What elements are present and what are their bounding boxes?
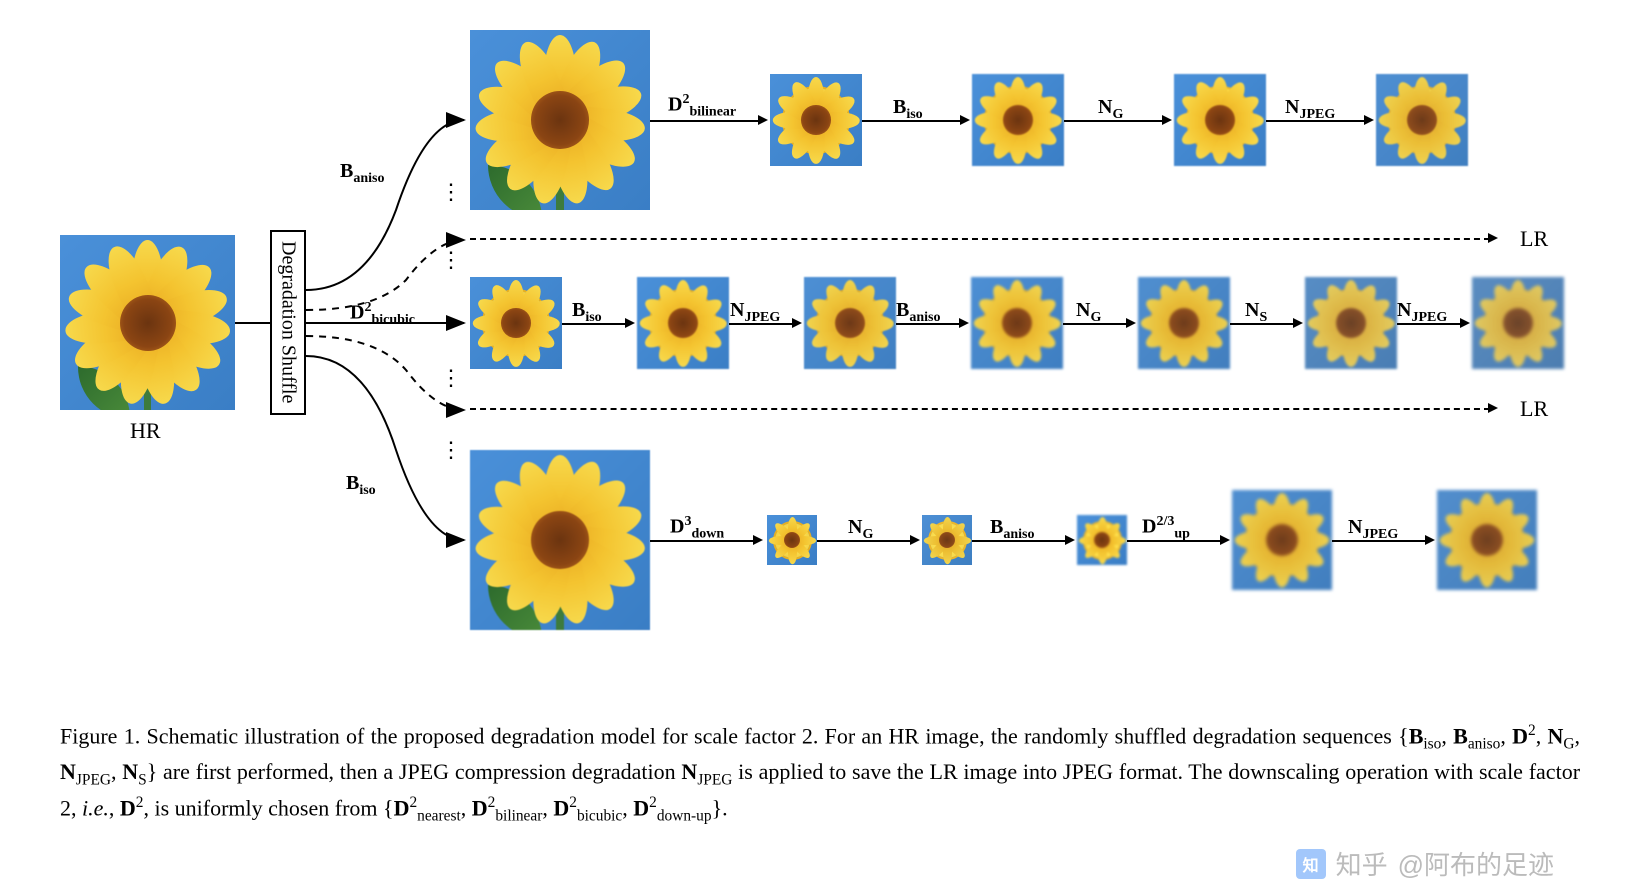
row3-op-1: NG bbox=[848, 516, 873, 543]
row2-img-4 bbox=[1138, 277, 1230, 369]
row2-img-6 bbox=[1472, 277, 1564, 369]
row1-op-3: NJPEG bbox=[1285, 96, 1335, 123]
figure-diagram: HR Degradation Shuffle Baniso D2bicubic … bbox=[60, 30, 1580, 710]
row2-img-1 bbox=[637, 277, 729, 369]
watermark-text: @阿布的足迹 bbox=[1398, 845, 1554, 882]
row3-op-0: D3down bbox=[670, 514, 724, 543]
zhihu-icon: 知 bbox=[1296, 849, 1326, 879]
row2-op-2: Baniso bbox=[896, 299, 940, 326]
row1-img-4 bbox=[1376, 74, 1468, 166]
row3-img-1 bbox=[767, 515, 817, 565]
lr-dashed-arrow-2 bbox=[470, 408, 1490, 410]
row2-op-3: NG bbox=[1076, 299, 1101, 326]
row2-img-0 bbox=[470, 277, 562, 369]
row3-img-3 bbox=[1077, 515, 1127, 565]
watermark: 知 知乎 @阿布的足迹 bbox=[1296, 845, 1554, 882]
degradation-shuffle-box: Degradation Shuffle bbox=[270, 230, 306, 415]
row2-op-1: NJPEG bbox=[730, 299, 780, 326]
row3-img-5 bbox=[1437, 490, 1537, 590]
vdots-3: ⋮ bbox=[440, 374, 462, 382]
row1-op-1: Biso bbox=[893, 96, 923, 123]
row1-img-3 bbox=[1174, 74, 1266, 166]
branch-label-top: Baniso bbox=[340, 160, 384, 187]
row1-op-0: D2bilinear bbox=[668, 92, 736, 121]
row1-img-2 bbox=[972, 74, 1064, 166]
row2-op-0: Biso bbox=[572, 299, 602, 326]
row2-op-4: NS bbox=[1245, 299, 1267, 326]
hr-label: HR bbox=[130, 418, 161, 444]
vdots-1: ⋮ bbox=[440, 188, 462, 196]
row2-img-5 bbox=[1305, 277, 1397, 369]
row3-op-4: NJPEG bbox=[1348, 516, 1398, 543]
figure-caption: Figure 1. Schematic illustration of the … bbox=[60, 720, 1580, 828]
row2-img-2 bbox=[804, 277, 896, 369]
watermark-prefix: 知乎 bbox=[1336, 845, 1388, 882]
row3-op-3: D2/3up bbox=[1142, 514, 1190, 543]
arrow-hr-to-shuffle bbox=[235, 322, 270, 324]
row1-img-large bbox=[470, 30, 650, 210]
branch-label-bot: Biso bbox=[346, 472, 376, 499]
vdots-4: ⋮ bbox=[440, 446, 462, 454]
lr-dashed-arrow-1 bbox=[470, 238, 1490, 240]
row3-op-2: Baniso bbox=[990, 516, 1034, 543]
lr-label-2: LR bbox=[1520, 396, 1548, 422]
row3-img-large bbox=[470, 450, 650, 630]
row2-op-5: NJPEG bbox=[1397, 299, 1447, 326]
row1-img-1 bbox=[770, 74, 862, 166]
lr-label-1: LR bbox=[1520, 226, 1548, 252]
row3-img-4 bbox=[1232, 490, 1332, 590]
branch-label-mid: D2bicubic bbox=[350, 300, 415, 329]
hr-image bbox=[60, 235, 235, 410]
row3-img-2 bbox=[922, 515, 972, 565]
row2-img-3 bbox=[971, 277, 1063, 369]
row1-op-2: NG bbox=[1098, 96, 1123, 123]
vdots-2: ⋮ bbox=[440, 256, 462, 264]
